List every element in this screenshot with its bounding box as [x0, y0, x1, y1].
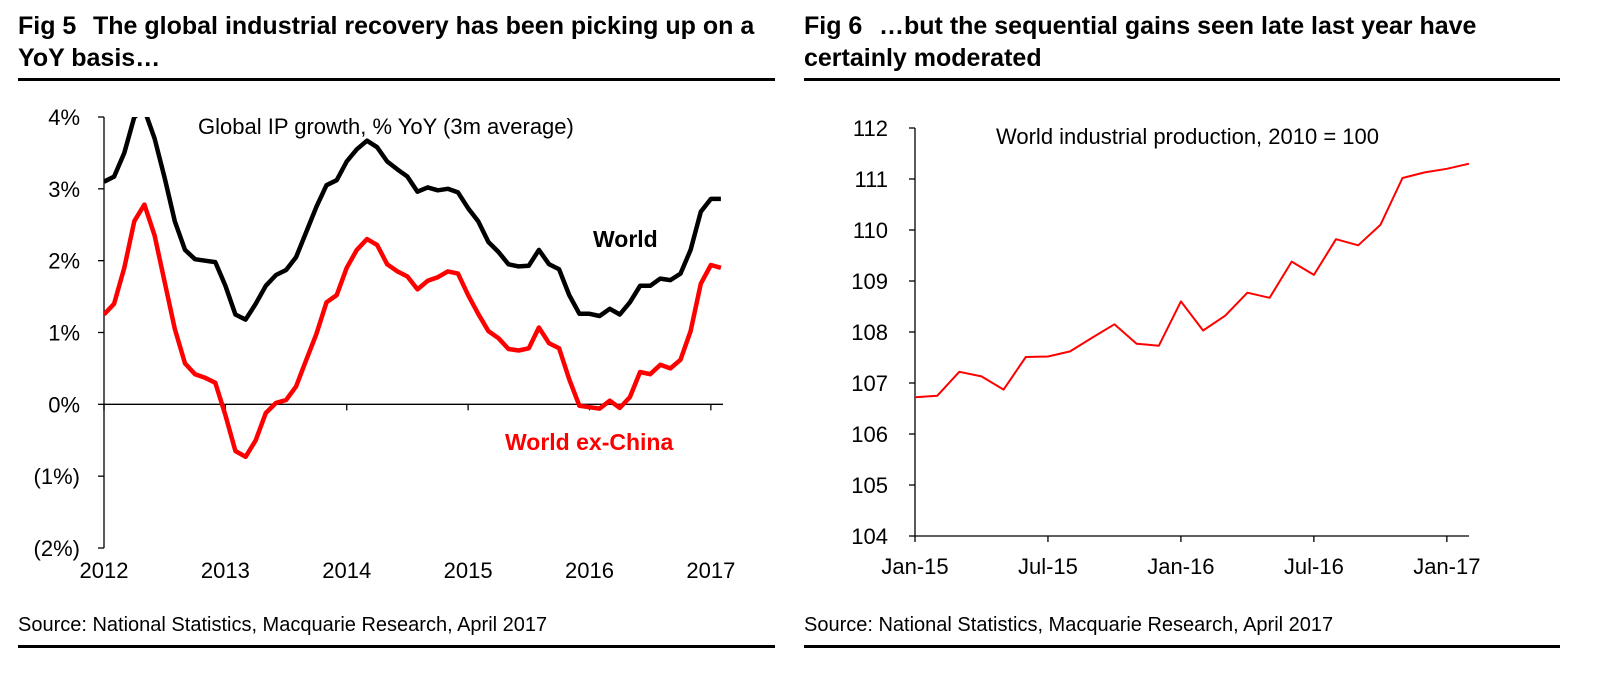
fig6-top-rule: [804, 78, 1560, 81]
fig5-x-tick-label: 2017: [686, 558, 735, 583]
fig5-title-text: The global industrial recovery has been …: [18, 12, 755, 72]
fig5-title: Fig 5 The global industrial recovery has …: [18, 10, 775, 76]
fig5-y-tick-label: (1%): [34, 464, 80, 489]
fig6-y-tick-label: 108: [851, 320, 888, 345]
fig6-title-text: …but the sequential gains seen late last…: [804, 12, 1477, 72]
fig6-x-tick-label: Jan-15: [881, 554, 948, 579]
fig6-source: Source: National Statistics, Macquarie R…: [804, 614, 1334, 636]
fig6-y-tick-label: 112: [853, 116, 888, 141]
fig6-bottom-rule: [804, 645, 1560, 648]
fig6-number: Fig 6: [804, 12, 863, 40]
fig5-bottom-rule: [18, 645, 775, 648]
fig6-panel: Fig 6 …but the sequential gains seen late…: [804, 0, 1560, 676]
fig5-y-tick-label: 4%: [48, 105, 80, 130]
fig6-x-tick-label: Jul-16: [1284, 554, 1344, 579]
fig5-y-tick-label: (2%): [34, 536, 80, 561]
fig5-number: Fig 5: [18, 12, 77, 40]
fig6-y-tick-label: 110: [853, 218, 888, 243]
fig6-y-tick-label: 109: [851, 269, 888, 294]
fig6-x-tick-label: Jul-15: [1018, 554, 1078, 579]
fig5-y-tick-label: 0%: [48, 392, 80, 417]
fig5-x-tick-label: 2016: [565, 558, 614, 583]
fig6-series-line: [914, 162, 1470, 399]
fig5-chart: Global IP growth, % YoY (3m average) (2%)…: [34, 105, 736, 583]
fig5-series-line: [104, 202, 722, 460]
fig5-series-label-world: World: [593, 226, 658, 252]
fig6-y-tick-label: 107: [851, 371, 888, 396]
fig5-x-tick-label: 2014: [322, 558, 371, 583]
fig6-y-tick-label: 111: [855, 167, 888, 192]
fig6-x-tick-label: Jan-17: [1413, 554, 1480, 579]
fig5-top-rule: [18, 78, 775, 81]
fig5-y-tick-label: 2%: [48, 249, 80, 274]
fig5-chart-title: Global IP growth, % YoY (3m average): [198, 114, 574, 139]
fig6-x-tick-label: Jan-16: [1147, 554, 1214, 579]
fig5-series-label-ex-china: World ex-China: [505, 429, 673, 455]
fig5-panel: Fig 5 The global industrial recovery has …: [18, 0, 775, 676]
fig6-chart-title: World industrial production, 2010 = 100: [996, 124, 1379, 149]
fig5-x-tick-label: 2015: [444, 558, 493, 583]
fig6-chart: World industrial production, 2010 = 100 1…: [851, 116, 1480, 579]
fig6-y-tick-label: 106: [851, 422, 888, 447]
fig6-title: Fig 6 …but the sequential gains seen late…: [804, 10, 1560, 76]
fig6-y-tick-label: 105: [851, 473, 888, 498]
fig5-y-tick-label: 1%: [48, 321, 80, 346]
fig5-x-tick-label: 2012: [80, 558, 129, 583]
fig5-series-line: [104, 117, 721, 322]
fig5-source: Source: National Statistics, Macquarie R…: [18, 614, 548, 636]
fig5-x-tick-label: 2013: [201, 558, 250, 583]
fig5-y-tick-label: 3%: [48, 177, 80, 202]
fig6-y-tick-label: 104: [851, 524, 888, 549]
